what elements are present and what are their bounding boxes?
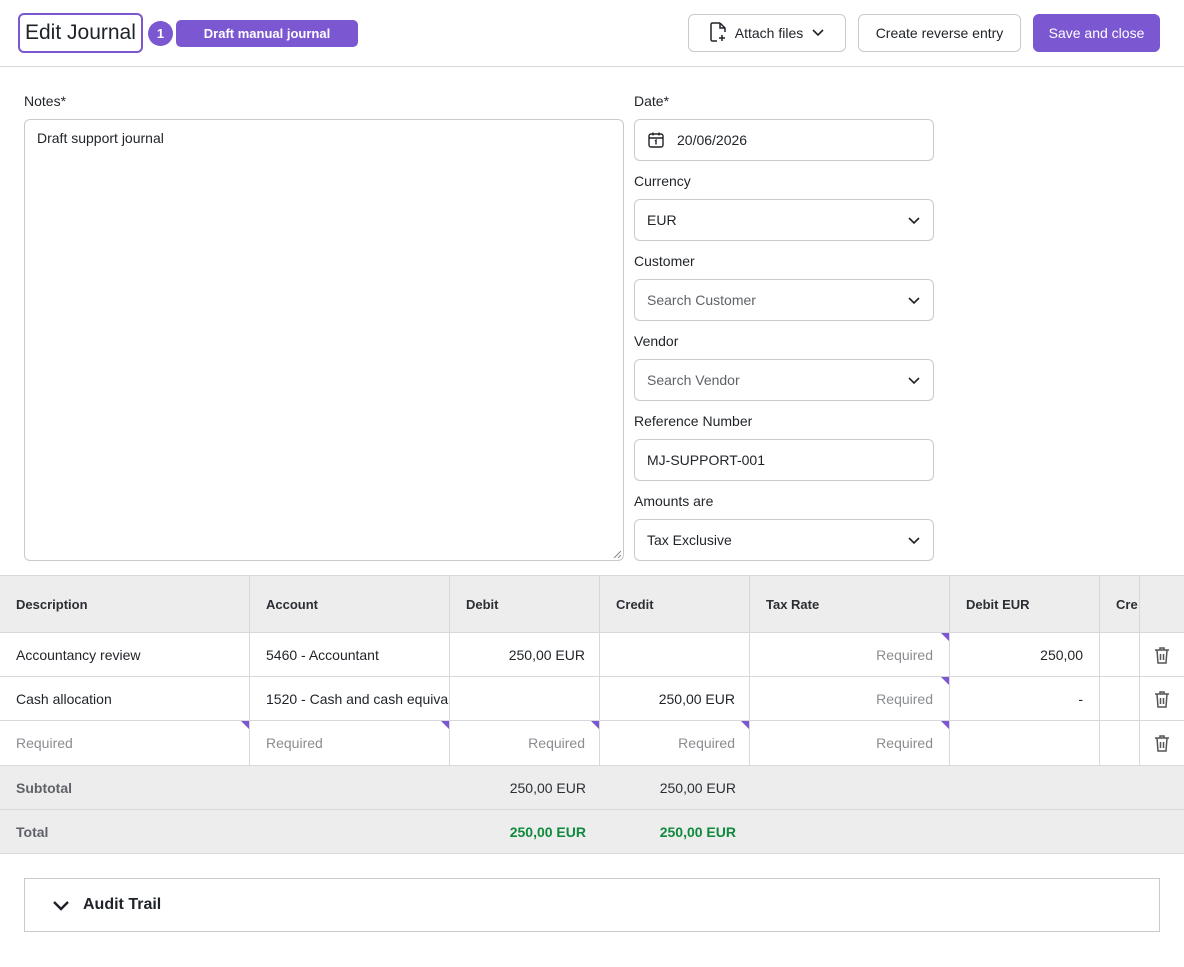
table-row: Cash allocation 1520 - Cash and cash equ… — [0, 677, 1184, 721]
attach-files-button[interactable]: Attach files — [688, 14, 846, 52]
amounts-are-select[interactable]: Tax Exclusive — [634, 519, 934, 561]
status-badge: Draft manual journal — [176, 20, 358, 47]
table-row: Accountancy review 5460 - Accountant 250… — [0, 633, 1184, 677]
audit-trail-title: Audit Trail — [83, 896, 162, 913]
total-credit: 250,00 EUR — [659, 823, 736, 840]
total-debit: 250,00 EUR — [509, 823, 586, 840]
column-header-actions — [1140, 576, 1184, 632]
notes-label: Notes* — [24, 93, 67, 109]
chevron-down-icon — [53, 901, 69, 911]
column-header-credit: Credit — [600, 576, 750, 632]
delete-row-button[interactable] — [1140, 677, 1184, 720]
chevron-down-icon — [908, 377, 920, 385]
attach-files-label: Attach files — [734, 25, 804, 41]
tax-rate-cell[interactable]: Required — [750, 677, 950, 720]
description-cell[interactable]: Cash allocation — [0, 677, 250, 720]
column-header-credit-eur: Cre — [1100, 576, 1140, 632]
page-title[interactable]: Edit Journal — [18, 13, 143, 53]
column-header-debit: Debit — [450, 576, 600, 632]
chevron-down-icon — [908, 217, 920, 225]
save-and-close-button[interactable]: Save and close — [1033, 14, 1160, 52]
page-header: Edit Journal 1 Draft manual journal Atta… — [0, 0, 1184, 67]
reference-number-label: Reference Number — [634, 413, 753, 429]
audit-trail-panel[interactable]: Audit Trail — [24, 878, 1160, 932]
credit-cell[interactable]: 250,00 EUR — [600, 677, 750, 720]
date-value: 20/06/2026 — [677, 132, 748, 148]
debit-cell[interactable]: Required — [450, 721, 600, 765]
debit-cell[interactable]: 250,00 EUR — [450, 633, 600, 676]
amounts-are-value: Tax Exclusive — [647, 532, 732, 548]
vendor-select[interactable]: Search Vendor — [634, 359, 934, 401]
customer-placeholder: Search Customer — [647, 292, 756, 308]
credit-eur-cell — [1100, 721, 1140, 765]
notes-textarea[interactable]: Draft support journal — [24, 119, 624, 561]
trash-icon — [1155, 735, 1169, 752]
debit-cell[interactable] — [450, 677, 600, 720]
trash-icon — [1155, 690, 1169, 708]
vendor-placeholder: Search Vendor — [647, 372, 740, 388]
credit-eur-cell — [1100, 633, 1140, 676]
reference-number-input[interactable]: MJ-SUPPORT-001 — [634, 439, 934, 481]
total-label: Total — [16, 823, 49, 840]
currency-value: EUR — [647, 212, 677, 228]
notes-value: Draft support journal — [37, 130, 164, 146]
date-label: Date* — [634, 93, 670, 109]
create-reverse-entry-button[interactable]: Create reverse entry — [858, 14, 1021, 52]
account-cell[interactable]: Required — [250, 721, 450, 765]
column-header-description: Description — [0, 576, 250, 632]
column-header-debit-eur: Debit EUR — [950, 576, 1100, 632]
credit-cell[interactable]: Required — [600, 721, 750, 765]
currency-label: Currency — [634, 173, 691, 189]
chevron-down-icon — [908, 297, 920, 305]
step-number-badge: 1 — [148, 21, 173, 46]
table-header-row: Description Account Debit Credit Tax Rat… — [0, 575, 1184, 633]
column-header-tax-rate: Tax Rate — [750, 576, 950, 632]
credit-cell[interactable] — [600, 633, 750, 676]
table-row: Required Required Required Required Requ… — [0, 721, 1184, 766]
debit-eur-cell: - — [950, 677, 1100, 720]
tax-rate-cell[interactable]: Required — [750, 633, 950, 676]
subtotal-credit: 250,00 EUR — [659, 779, 736, 796]
chevron-down-icon — [811, 25, 825, 42]
tax-rate-cell[interactable]: Required — [750, 721, 950, 765]
amounts-are-label: Amounts are — [634, 493, 714, 509]
description-cell[interactable]: Required — [0, 721, 250, 765]
currency-select[interactable]: EUR — [634, 199, 934, 241]
delete-row-button[interactable] — [1140, 633, 1184, 676]
trash-icon — [1155, 646, 1169, 664]
subtotal-label: Subtotal — [16, 779, 72, 796]
debit-eur-cell: 250,00 — [950, 633, 1100, 676]
attach-file-icon — [709, 21, 727, 45]
customer-label: Customer — [634, 253, 695, 269]
total-row: Total 250,00 EUR 250,00 EUR — [0, 810, 1184, 854]
column-header-account: Account — [250, 576, 450, 632]
vendor-label: Vendor — [634, 333, 679, 349]
resize-handle-icon[interactable] — [613, 550, 621, 558]
reference-number-value: MJ-SUPPORT-001 — [647, 452, 765, 468]
calendar-icon — [647, 131, 665, 149]
account-cell[interactable]: 1520 - Cash and cash equivalents — [250, 677, 450, 720]
delete-row-button[interactable] — [1140, 721, 1184, 765]
credit-eur-cell — [1100, 677, 1140, 720]
chevron-down-icon — [908, 537, 920, 545]
description-cell[interactable]: Accountancy review — [0, 633, 250, 676]
debit-eur-cell — [950, 721, 1100, 765]
date-field[interactable]: 20/06/2026 — [634, 119, 934, 161]
customer-select[interactable]: Search Customer — [634, 279, 934, 321]
account-cell[interactable]: 5460 - Accountant — [250, 633, 450, 676]
subtotal-debit: 250,00 EUR — [509, 779, 586, 796]
subtotal-row: Subtotal 250,00 EUR 250,00 EUR — [0, 766, 1184, 810]
